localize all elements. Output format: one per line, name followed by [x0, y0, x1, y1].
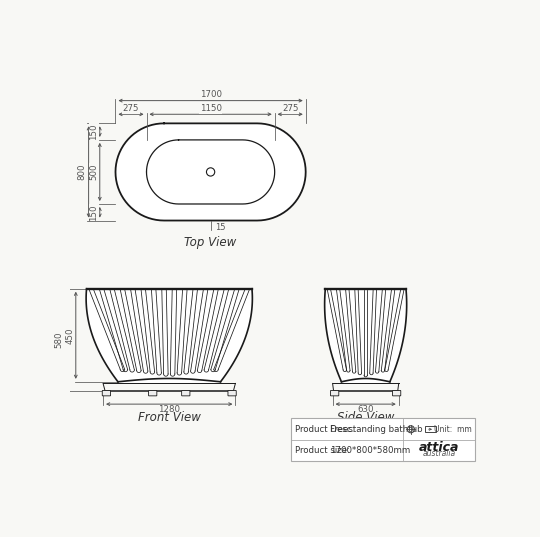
Text: Side View: Side View	[337, 411, 394, 424]
FancyBboxPatch shape	[181, 390, 190, 396]
FancyBboxPatch shape	[393, 390, 401, 396]
Polygon shape	[325, 289, 407, 382]
Text: 275: 275	[123, 104, 139, 113]
Text: attica: attica	[419, 441, 460, 454]
FancyBboxPatch shape	[148, 390, 157, 396]
Text: 800: 800	[78, 164, 86, 180]
Text: 150: 150	[90, 204, 98, 221]
Text: 1700: 1700	[200, 90, 221, 99]
Text: 275: 275	[282, 104, 299, 113]
FancyBboxPatch shape	[330, 390, 339, 396]
FancyBboxPatch shape	[291, 418, 475, 461]
Circle shape	[206, 168, 215, 176]
Text: 1700*800*580mm: 1700*800*580mm	[330, 446, 410, 455]
Text: Freestanding bathtub: Freestanding bathtub	[330, 425, 422, 434]
Polygon shape	[86, 289, 252, 382]
Text: Top View: Top View	[185, 236, 237, 249]
FancyBboxPatch shape	[102, 390, 111, 396]
Text: 500: 500	[90, 164, 98, 180]
Polygon shape	[146, 140, 275, 204]
Text: 580: 580	[55, 331, 63, 348]
Text: 15: 15	[215, 223, 225, 233]
Text: 1280: 1280	[158, 405, 180, 414]
Text: Unit:  mm: Unit: mm	[434, 425, 472, 434]
Polygon shape	[116, 124, 306, 221]
Text: Product Desc:: Product Desc:	[294, 425, 354, 434]
Text: 630: 630	[357, 405, 374, 414]
Text: 1150: 1150	[200, 104, 221, 113]
Text: Product size:: Product size:	[294, 446, 349, 455]
Text: 450: 450	[65, 327, 74, 344]
FancyBboxPatch shape	[228, 390, 236, 396]
Text: Front View: Front View	[138, 411, 201, 424]
Text: australia: australia	[423, 449, 456, 458]
Text: 150: 150	[90, 124, 98, 140]
